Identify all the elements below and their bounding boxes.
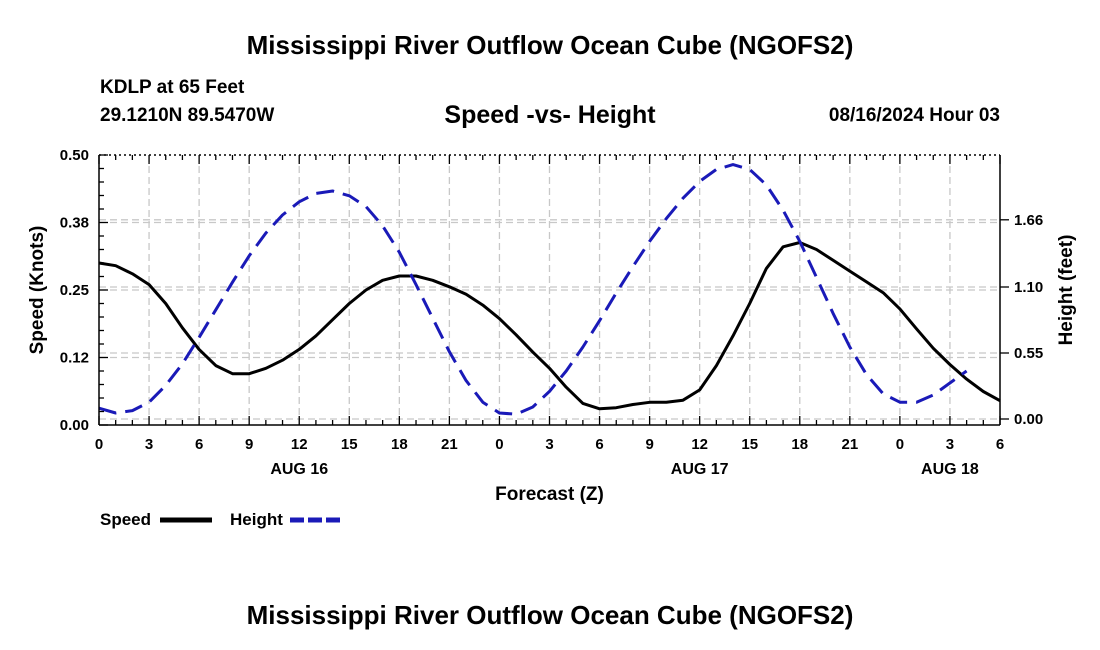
y-tick-label: 0.25: [60, 282, 89, 299]
x-tick-label: 9: [245, 436, 253, 453]
x-tick-label: 3: [145, 436, 153, 453]
legend: Speed Height: [100, 510, 342, 529]
footer-title: Mississippi River Outflow Ocean Cube (NG…: [246, 600, 854, 630]
y2-tick-label: 1.10: [1014, 279, 1043, 296]
grid-lines: [99, 155, 1000, 425]
series-line-height: [98, 163, 968, 416]
x-tick-label: 21: [841, 436, 858, 453]
station-label: KDLP at 65 Feet: [100, 77, 245, 98]
x-tick-label: 21: [441, 436, 458, 453]
legend-label-height: Height: [230, 510, 283, 529]
x-tick-label: 3: [545, 436, 553, 453]
x-tick-label: 3: [946, 436, 954, 453]
y2-tick-label: 1.66: [1014, 212, 1043, 229]
x-tick-label: 15: [341, 436, 358, 453]
y-tick-label: 0.00: [60, 417, 89, 434]
legend-label-speed: Speed: [100, 510, 151, 529]
station-coordinates: 29.1210N 89.5470W: [100, 105, 275, 126]
x-tick-label: 9: [645, 436, 653, 453]
x-tick-label: 0: [95, 436, 103, 453]
series-line-speed: [98, 241, 1001, 411]
x-tick-label: 12: [291, 436, 308, 453]
y-tick-label: 0.38: [60, 215, 89, 232]
axis-ticks: [98, 154, 1009, 426]
series-lines: [98, 163, 1001, 416]
forecast-datetime: 08/16/2024 Hour 03: [828, 105, 1000, 126]
y2-tick-label: 0.00: [1014, 411, 1043, 428]
x-tick-label: 12: [691, 436, 708, 453]
x-tick-label: 18: [391, 436, 408, 453]
x-tick-label: 18: [791, 436, 808, 453]
x-tick-label: 6: [595, 436, 603, 453]
chart-subtitle: Speed -vs- Height: [444, 101, 656, 129]
y-axis-title: Speed (Knots): [27, 226, 48, 355]
y-tick-label: 0.12: [60, 350, 89, 367]
x-tick-label: 0: [896, 436, 904, 453]
x-tick-label: 6: [195, 436, 203, 453]
x-tick-label: 0: [495, 436, 503, 453]
y2-axis-title: Height (feet): [1056, 235, 1077, 346]
date-label: AUG 18: [921, 461, 979, 478]
x-tick-label: 6: [996, 436, 1004, 453]
date-label: AUG 16: [270, 461, 328, 478]
date-label: AUG 17: [671, 461, 729, 478]
y-tick-label: 0.50: [60, 147, 89, 164]
x-tick-label: 15: [741, 436, 758, 453]
main-title: Mississippi River Outflow Ocean Cube (NG…: [246, 30, 854, 60]
y2-tick-label: 0.55: [1014, 345, 1043, 362]
x-axis-title: Forecast (Z): [495, 484, 604, 505]
axis-labels: 0 3 6 9 12 15 18 21 0 3 6 9 12 15 18 21 0 3 6 AUG 16 AUG 17 A…: [27, 147, 1077, 505]
